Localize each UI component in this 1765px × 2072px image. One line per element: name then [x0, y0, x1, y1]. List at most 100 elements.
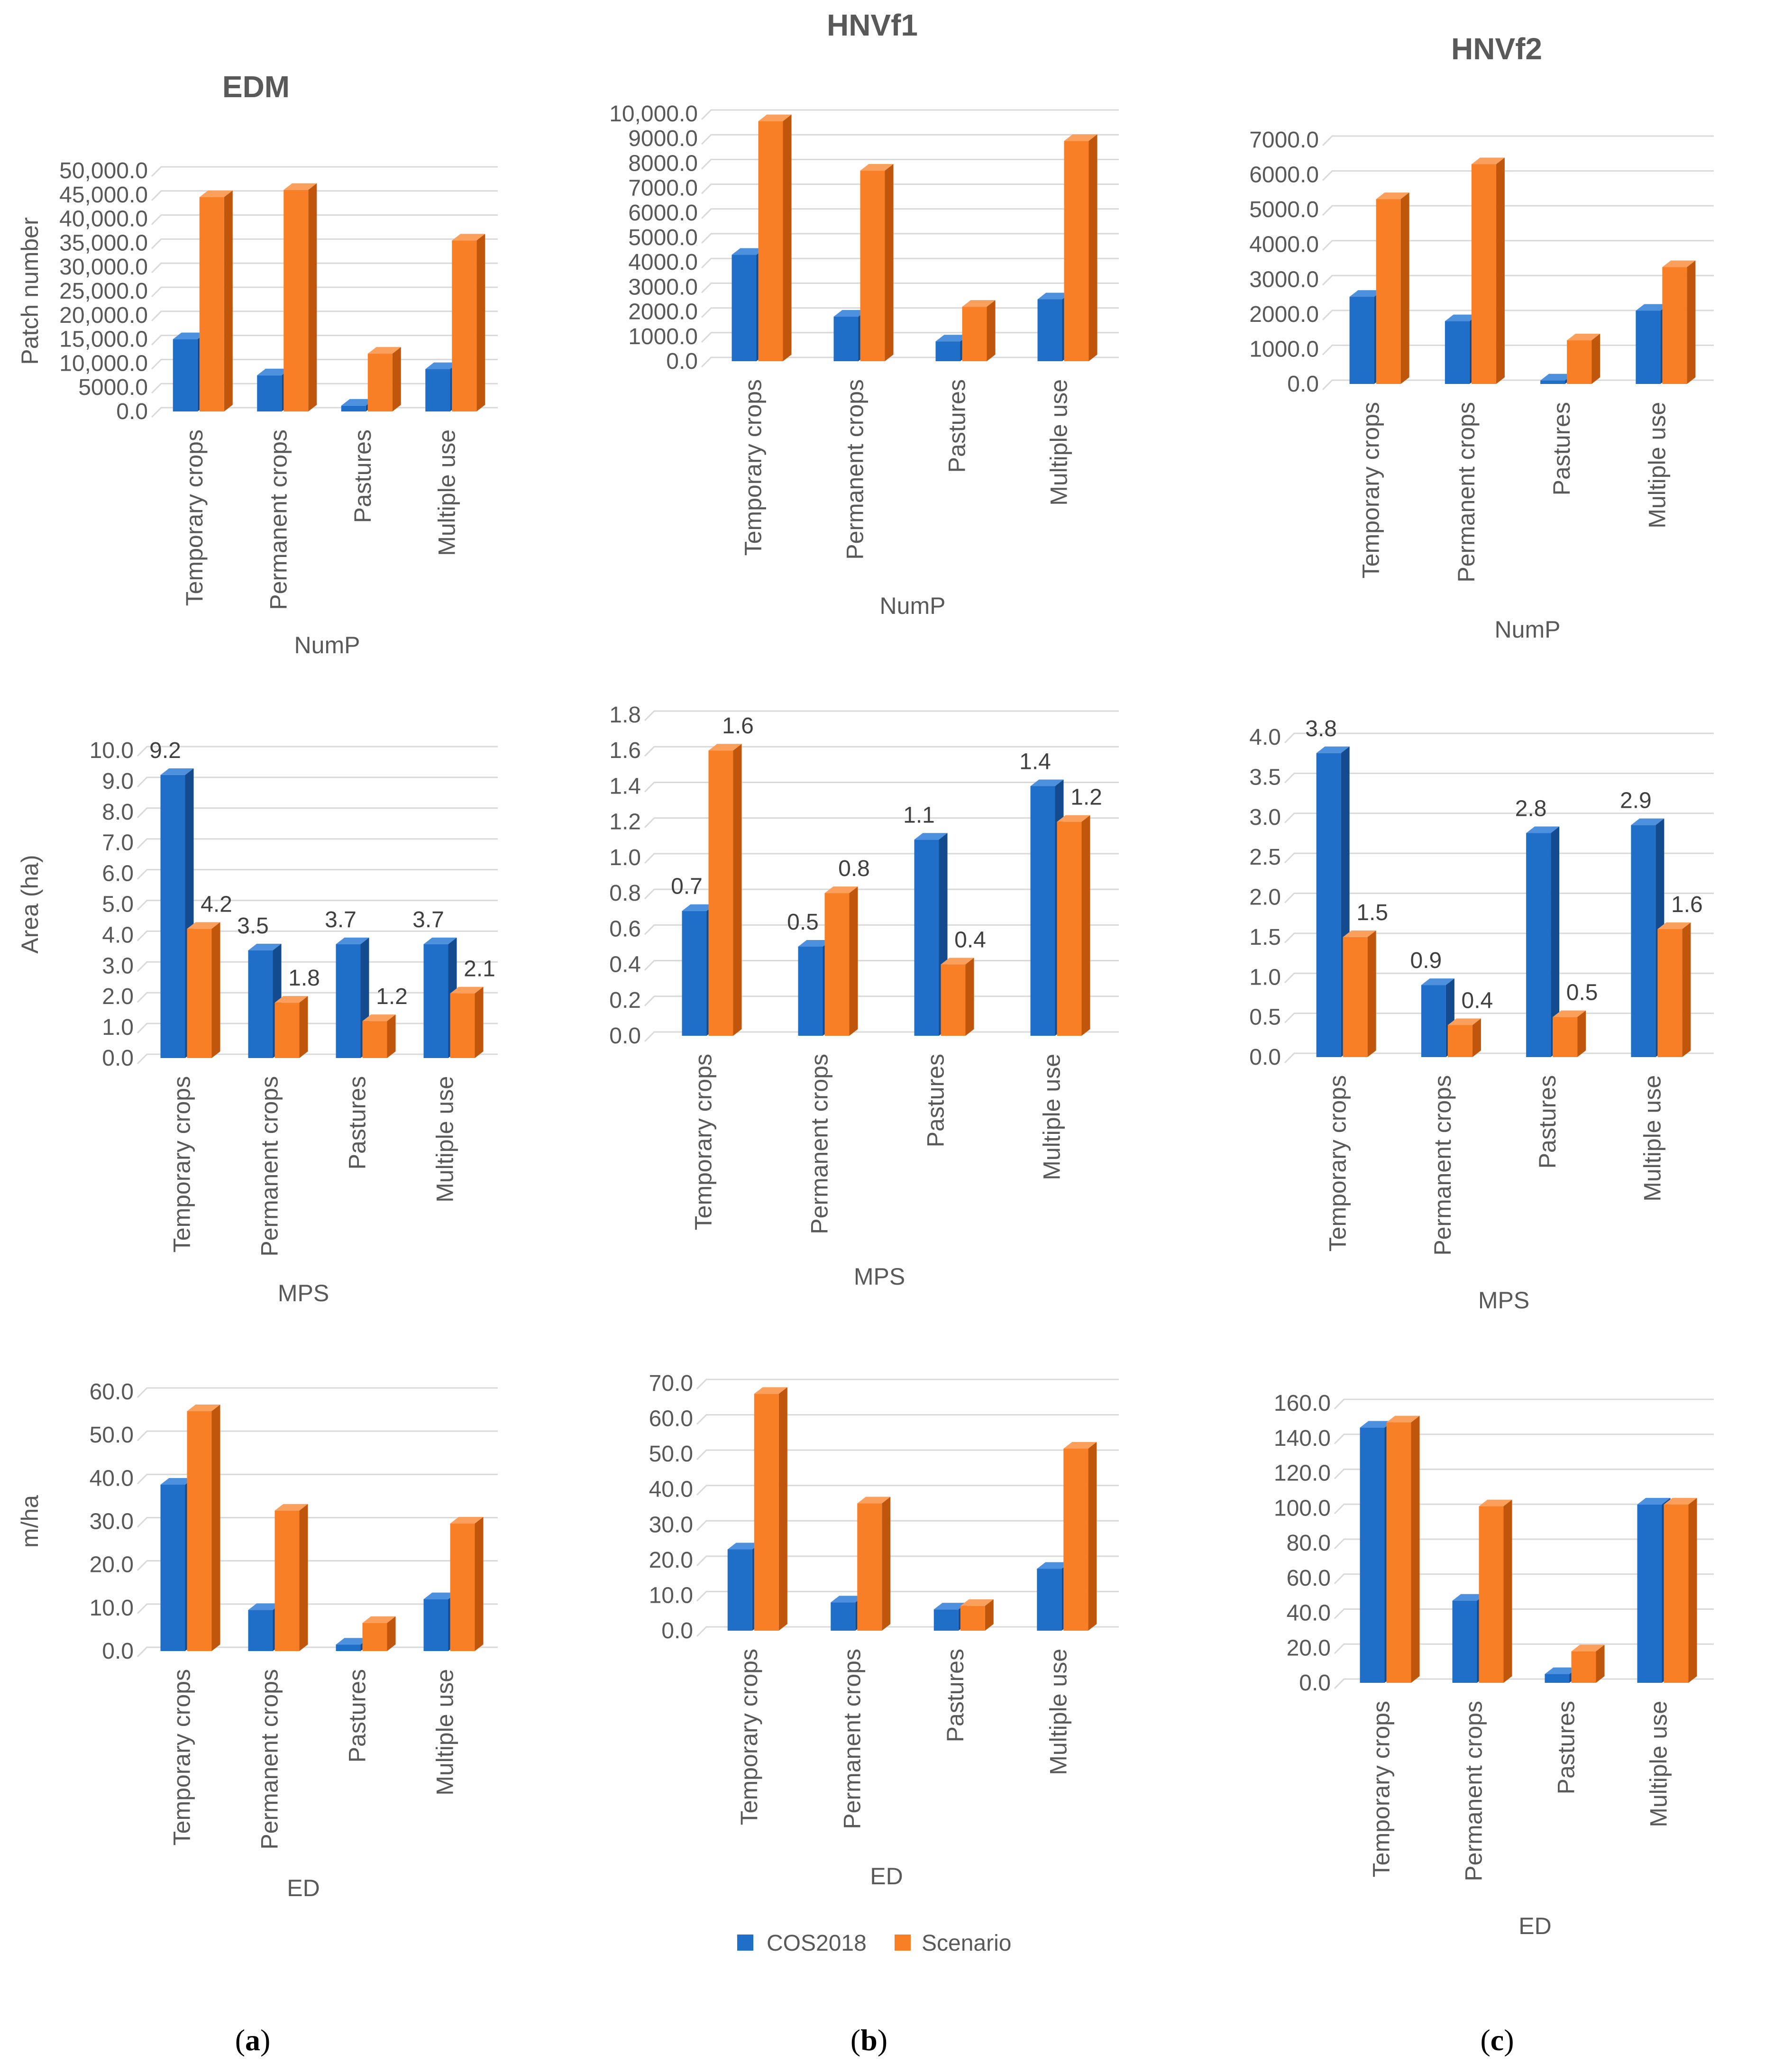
bar-scenario-top — [962, 300, 996, 307]
chart-hnvf1-nump: 0.01000.02000.03000.04000.05000.06000.07… — [609, 8, 1119, 619]
bar-scenario-side — [475, 1517, 484, 1651]
bar-scenario-front — [367, 354, 393, 411]
y-tick-label: 40.0 — [1287, 1601, 1331, 1626]
bar-scenario-side — [1088, 134, 1097, 361]
bar-scenario-front — [758, 121, 783, 361]
y-tick-label: 5.0 — [102, 892, 134, 917]
bar-cos2018-front — [1316, 753, 1341, 1057]
y-tick-label: 6000.0 — [628, 201, 698, 226]
x-tick-label: Multiple use — [1644, 402, 1670, 529]
bar-cos2018-top — [935, 335, 969, 342]
bar-scenario-front — [1662, 267, 1687, 384]
bar-cos2018-top — [160, 768, 194, 775]
gridline — [151, 166, 498, 177]
y-tick-label: 1.0 — [1249, 965, 1281, 990]
bar-cos2018-top — [798, 940, 832, 947]
bar-cos2018-front — [1037, 1569, 1062, 1631]
gridline — [137, 961, 498, 972]
y-tick-label: 0.0 — [609, 1023, 641, 1049]
x-axis-label: NumP — [880, 593, 946, 619]
bar-scenario-top — [1553, 1010, 1586, 1017]
y-tick-label: 3000.0 — [628, 274, 698, 300]
gridline — [1322, 135, 1714, 146]
x-tick-label: Permanent crops — [265, 429, 292, 610]
y-tick-label: 25,000.0 — [59, 279, 148, 304]
bar-scenario-front — [362, 1623, 387, 1651]
data-label-cos2018: 1.1 — [903, 803, 935, 828]
gridline — [137, 900, 498, 911]
y-tick-label: 6.0 — [102, 861, 134, 886]
gridline — [696, 1520, 1119, 1531]
chart-title: HNVf1 — [827, 8, 918, 42]
x-tick-label: Permanent crops — [842, 379, 869, 560]
bar-scenario-front — [1057, 821, 1082, 1036]
data-label-cos2018: 0.5 — [787, 910, 819, 935]
bar-cos2018-top — [732, 248, 765, 255]
x-tick-label: Multiple use — [1046, 379, 1072, 506]
chart-edm-nump: 0.05000.010,000.015,000.020,000.025,000.… — [17, 70, 498, 658]
x-tick-label: Temporary crops — [1368, 1701, 1395, 1877]
y-tick-label: 100.0 — [1274, 1496, 1331, 1521]
bar-cos2018-top — [1421, 978, 1454, 986]
bar-scenario — [187, 922, 220, 1058]
bar-scenario-front — [1376, 199, 1401, 384]
gridline — [696, 1414, 1119, 1425]
gridline — [1334, 1503, 1714, 1515]
bar-scenario-top — [1386, 1415, 1420, 1423]
bar-scenario-top — [1064, 134, 1097, 141]
bar-scenario — [1567, 334, 1600, 384]
gridline — [137, 746, 498, 757]
y-tick-label: 10,000.0 — [59, 351, 148, 376]
gridline — [137, 1603, 498, 1614]
y-tick-label: 7.0 — [102, 831, 134, 856]
bar-cos2018-top — [248, 1603, 282, 1610]
data-label-cos2018: 9.2 — [149, 738, 181, 763]
bar-scenario-side — [1577, 1010, 1586, 1057]
bar-scenario-front — [274, 1003, 300, 1058]
bar-scenario-front — [857, 1503, 882, 1631]
bar-scenario-side — [387, 1014, 396, 1058]
bar-scenario-side — [1591, 334, 1600, 384]
bar-cos2018-top — [1540, 374, 1574, 381]
y-tick-label: 10.0 — [649, 1583, 693, 1608]
bar-scenario — [1662, 260, 1696, 384]
gridline — [151, 335, 498, 346]
gridline — [701, 183, 1119, 194]
y-tick-label: 1000.0 — [628, 324, 698, 349]
bar-scenario — [1471, 157, 1505, 384]
bar-scenario — [452, 234, 485, 411]
bar-scenario-top — [758, 114, 792, 121]
bar-scenario — [450, 1517, 484, 1651]
data-label-cos2018: 0.7 — [671, 874, 703, 899]
bar-cos2018-front — [732, 255, 757, 361]
bar-scenario-top — [941, 958, 974, 965]
bar-cos2018-top — [423, 1592, 457, 1599]
bar-scenario — [1553, 1010, 1586, 1057]
bar-scenario-top — [1471, 157, 1505, 164]
bar-cos2018-top — [423, 937, 457, 944]
bar-scenario-side — [849, 886, 858, 1036]
y-tick-label: 3.5 — [1249, 765, 1281, 790]
bar-scenario-front — [362, 1021, 387, 1058]
bar-scenario-front — [274, 1510, 300, 1651]
gridline — [644, 746, 1119, 757]
x-axis-label: ED — [870, 1863, 903, 1889]
gridline — [1334, 1573, 1714, 1584]
bar-scenario-side — [308, 183, 317, 411]
bar-scenario-side — [882, 1497, 891, 1631]
bar-scenario-side — [783, 114, 792, 361]
bar-scenario-side — [475, 986, 484, 1058]
y-tick-label: 15,000.0 — [59, 327, 148, 352]
gridline — [696, 1449, 1119, 1460]
y-tick-label: 40.0 — [90, 1466, 134, 1491]
bar-cos2018-front — [798, 946, 823, 1036]
gridline — [151, 190, 498, 201]
x-tick-label: Temporary crops — [169, 1669, 195, 1845]
bar-cos2018-top — [1037, 292, 1071, 300]
gridline — [696, 1590, 1119, 1602]
gridline — [151, 310, 498, 321]
y-tick-label: 20,000.0 — [59, 303, 148, 328]
x-tick-label: Permanent crops — [256, 1076, 283, 1257]
column-label-b: (b) — [850, 2023, 887, 2057]
